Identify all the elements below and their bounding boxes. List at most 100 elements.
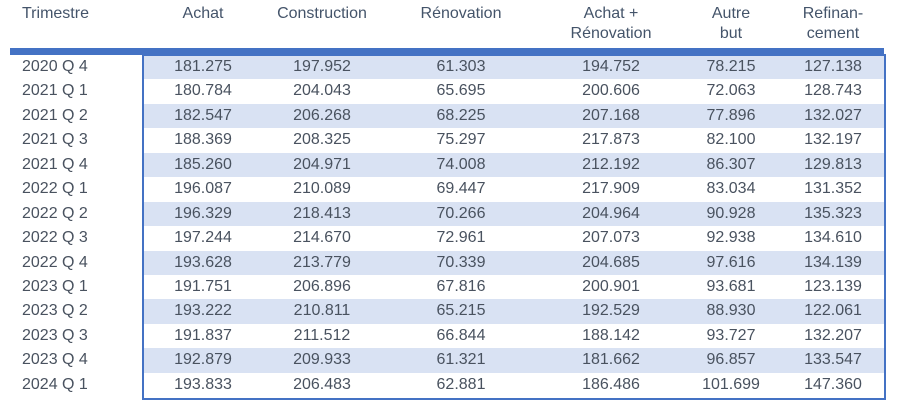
value-cell-refinancement: 127.138	[781, 55, 885, 80]
row-label: 2022 Q 2	[22, 204, 88, 222]
row-label: 2023 Q 3	[22, 326, 88, 344]
value-cell-construction: 209.933	[263, 348, 381, 373]
row-label: 2022 Q 1	[22, 180, 88, 198]
value-cell-renovation: 62.881	[436, 375, 486, 393]
value-cell-autre-but: 90.928	[681, 201, 781, 227]
value-cell-renovation: 61.321	[381, 348, 541, 373]
value-cell-renovation: 67.816	[436, 277, 486, 295]
value-cell-construction: 218.413	[263, 201, 381, 227]
value-cell-refinancement: 122.061	[781, 299, 885, 324]
value-cell-autre-but: 77.896	[681, 103, 781, 129]
value-cell-refinancement: 133.547	[781, 348, 885, 373]
header-label: Achat	[182, 5, 224, 22]
value-cell-achat: 193.628	[143, 250, 263, 275]
value-cell-achat-renovation: 212.192	[541, 152, 681, 178]
value-cell-autre-but: 88.930	[681, 299, 781, 324]
value-cell-achat: 192.879	[143, 348, 263, 373]
value-cell-achat-renovation: 188.142	[582, 326, 640, 344]
value-cell-construction: 197.952	[263, 55, 381, 80]
value-cell-renovation: 66.844	[436, 326, 486, 344]
row-label: 2023 Q 1	[22, 277, 88, 295]
value-cell-achat: 197.244	[174, 229, 232, 247]
value-cell-achat-renovation: 217.909	[582, 180, 640, 198]
value-cell-construction: 206.896	[293, 277, 351, 295]
value-cell-renovation: 75.297	[436, 131, 486, 149]
value-cell-achat: 193.833	[174, 375, 232, 393]
value-cell-achat: 191.837	[174, 326, 232, 344]
value-cell-achat: 193.222	[143, 299, 263, 324]
row-label: 2023 Q 2	[22, 302, 88, 320]
value-cell-autre-but: 97.616	[681, 250, 781, 275]
value-cell-construction: 210.811	[263, 299, 381, 324]
value-cell-achat: 196.329	[143, 201, 263, 227]
value-cell-achat-renovation: 204.685	[541, 250, 681, 275]
value-cell-construction: 214.670	[293, 229, 351, 247]
header-label: Construction	[277, 5, 367, 22]
value-cell-construction: 208.325	[293, 131, 351, 149]
value-cell-construction: 206.483	[293, 375, 351, 393]
value-cell-achat-renovation: 200.901	[582, 277, 640, 295]
value-cell-renovation: 72.961	[436, 229, 486, 247]
row-label: 2021 Q 3	[22, 131, 88, 149]
value-cell-renovation: 68.225	[381, 103, 541, 129]
value-cell-achat-renovation: 204.964	[541, 201, 681, 227]
value-cell-refinancement: 123.139	[804, 277, 862, 295]
header-label: Rénovation	[570, 25, 652, 42]
row-label: 2021 Q 4	[22, 155, 88, 173]
value-cell-autre-but: 96.857	[681, 348, 781, 373]
row-label: 2022 Q 3	[22, 229, 88, 247]
value-cell-achat: 182.547	[143, 103, 263, 129]
header-cell-renovation: Rénovation	[381, 0, 541, 55]
value-cell-refinancement: 129.813	[781, 152, 885, 178]
header-label: Autre	[711, 5, 751, 22]
value-cell-construction: 206.268	[263, 103, 381, 129]
header-cell-trimestre: Trimestre	[0, 0, 143, 55]
value-cell-refinancement: 134.139	[781, 250, 885, 275]
value-cell-autre-but: 92.938	[706, 229, 756, 247]
header-label: but	[719, 25, 743, 42]
value-cell-achat-renovation: 181.662	[541, 348, 681, 373]
value-cell-achat: 181.275	[143, 55, 263, 80]
value-cell-construction: 204.971	[263, 152, 381, 178]
value-cell-refinancement: 128.743	[804, 82, 862, 100]
value-cell-refinancement: 147.360	[804, 375, 862, 393]
value-cell-autre-but: 86.307	[681, 152, 781, 178]
header-cell-construction: Construction	[263, 0, 381, 55]
data-table: Trimestre Achat Construction Rénovation Acha…	[0, 0, 885, 393]
value-cell-construction: 210.089	[293, 180, 351, 198]
value-cell-construction: 211.512	[293, 326, 351, 344]
value-cell-autre-but: 101.699	[702, 375, 760, 393]
value-cell-construction: 213.779	[263, 250, 381, 275]
value-cell-refinancement: 132.207	[804, 326, 862, 344]
value-cell-renovation: 70.339	[381, 250, 541, 275]
value-cell-refinancement: 134.610	[804, 229, 862, 247]
row-label: 2024 Q 1	[22, 375, 88, 393]
row-label: 2021 Q 2	[22, 106, 88, 124]
header-label: Refinan-	[802, 5, 864, 22]
row-label: 2020 Q 4	[22, 58, 88, 75]
value-cell-achat-renovation: 217.873	[582, 131, 640, 149]
value-cell-autre-but: 83.034	[706, 180, 756, 198]
value-cell-achat: 180.784	[174, 82, 232, 100]
row-label: 2021 Q 1	[22, 82, 88, 100]
value-cell-achat: 185.260	[143, 152, 263, 178]
value-cell-autre-but: 82.100	[706, 131, 756, 149]
value-cell-construction: 204.043	[293, 82, 351, 100]
value-cell-achat: 191.751	[174, 277, 232, 295]
value-cell-refinancement: 132.197	[804, 131, 862, 149]
value-cell-achat: 196.087	[174, 180, 232, 198]
row-label: 2022 Q 4	[22, 253, 88, 271]
value-cell-achat-renovation: 194.752	[541, 55, 681, 80]
value-cell-renovation: 65.695	[436, 82, 486, 100]
header-label: Rénovation	[420, 5, 502, 22]
header-cell-achat-renovation: Achat + Rénovation	[541, 0, 681, 55]
header-label: Achat +	[583, 5, 639, 22]
header-cell-achat: Achat	[143, 0, 263, 55]
value-cell-refinancement: 135.323	[781, 201, 885, 227]
value-cell-achat-renovation: 192.529	[541, 299, 681, 324]
header-label: cement	[806, 25, 860, 42]
value-cell-autre-but: 93.727	[706, 326, 756, 344]
header-label: Trimestre	[22, 5, 89, 22]
value-cell-renovation: 70.266	[381, 201, 541, 227]
value-cell-autre-but: 93.681	[706, 277, 756, 295]
